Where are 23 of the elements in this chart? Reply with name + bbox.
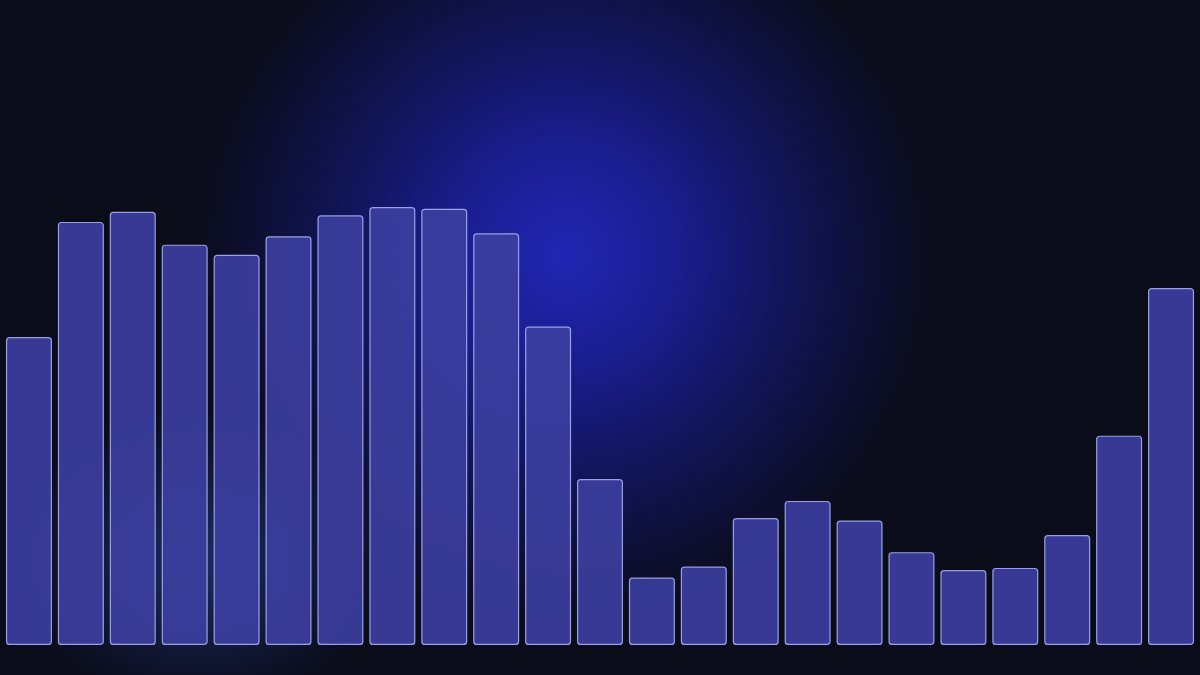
bar (5, 337, 52, 645)
bar (628, 577, 675, 645)
bar (732, 517, 779, 645)
bar (161, 244, 208, 645)
bar (940, 570, 987, 645)
bar (421, 208, 468, 645)
bar (265, 236, 312, 645)
bar (57, 221, 104, 645)
bar (836, 520, 883, 645)
bar (1148, 288, 1195, 645)
bar (784, 500, 831, 645)
bar (680, 566, 727, 645)
bar (525, 326, 572, 645)
bar (473, 233, 520, 645)
bar (369, 207, 416, 645)
bar (577, 479, 623, 645)
bar (109, 211, 156, 645)
bar (1096, 435, 1143, 645)
bar (888, 552, 935, 645)
bar (317, 215, 364, 645)
bar (1044, 535, 1091, 645)
bar (992, 567, 1039, 645)
bar (213, 254, 260, 645)
